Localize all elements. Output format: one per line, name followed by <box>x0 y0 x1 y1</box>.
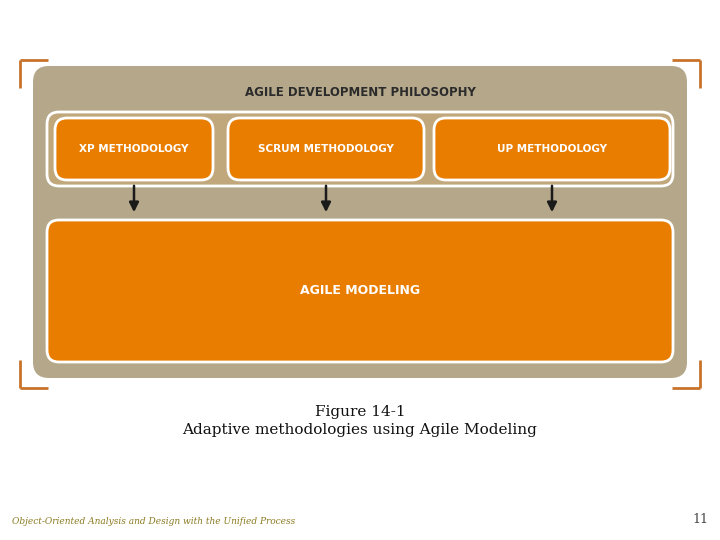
Text: Figure 14-1: Figure 14-1 <box>315 405 405 419</box>
Text: XP METHODOLOGY: XP METHODOLOGY <box>79 144 189 154</box>
Text: Adaptive methodologies using Agile Modeling: Adaptive methodologies using Agile Model… <box>183 423 537 437</box>
FancyBboxPatch shape <box>228 118 424 180</box>
Text: UP METHODOLOGY: UP METHODOLOGY <box>497 144 607 154</box>
Text: SCRUM METHODOLOGY: SCRUM METHODOLOGY <box>258 144 394 154</box>
FancyBboxPatch shape <box>434 118 670 180</box>
Text: 11: 11 <box>692 513 708 526</box>
FancyBboxPatch shape <box>47 220 673 362</box>
FancyBboxPatch shape <box>33 66 687 378</box>
Text: Object-Oriented Analysis and Design with the Unified Process: Object-Oriented Analysis and Design with… <box>12 517 295 526</box>
Text: AGILE MODELING: AGILE MODELING <box>300 285 420 298</box>
FancyBboxPatch shape <box>55 118 213 180</box>
FancyBboxPatch shape <box>47 112 673 186</box>
Text: AGILE DEVELOPMENT PHILOSOPHY: AGILE DEVELOPMENT PHILOSOPHY <box>245 85 475 98</box>
